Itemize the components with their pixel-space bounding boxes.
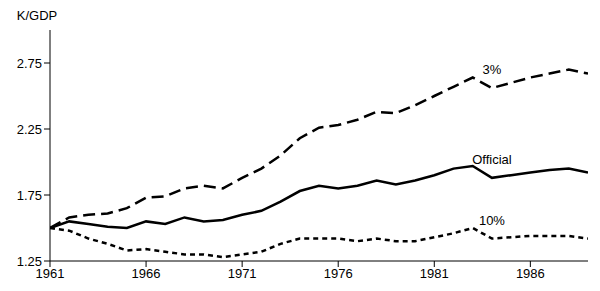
svg-text:1976: 1976: [324, 266, 353, 281]
svg-text:2.25: 2.25: [17, 122, 42, 137]
svg-text:1.75: 1.75: [17, 188, 42, 203]
svg-text:1966: 1966: [132, 266, 161, 281]
svg-text:Official: Official: [472, 152, 512, 167]
svg-text:10%: 10%: [479, 213, 505, 228]
svg-text:1971: 1971: [228, 266, 257, 281]
svg-text:2.75: 2.75: [17, 56, 42, 71]
svg-text:1.25: 1.25: [17, 254, 42, 269]
svg-text:1981: 1981: [420, 266, 449, 281]
svg-text:1961: 1961: [35, 266, 65, 282]
svg-text:3%: 3%: [483, 62, 502, 77]
svg-text:K/GDP: K/GDP: [17, 8, 57, 23]
svg-text:1986: 1986: [516, 266, 545, 281]
